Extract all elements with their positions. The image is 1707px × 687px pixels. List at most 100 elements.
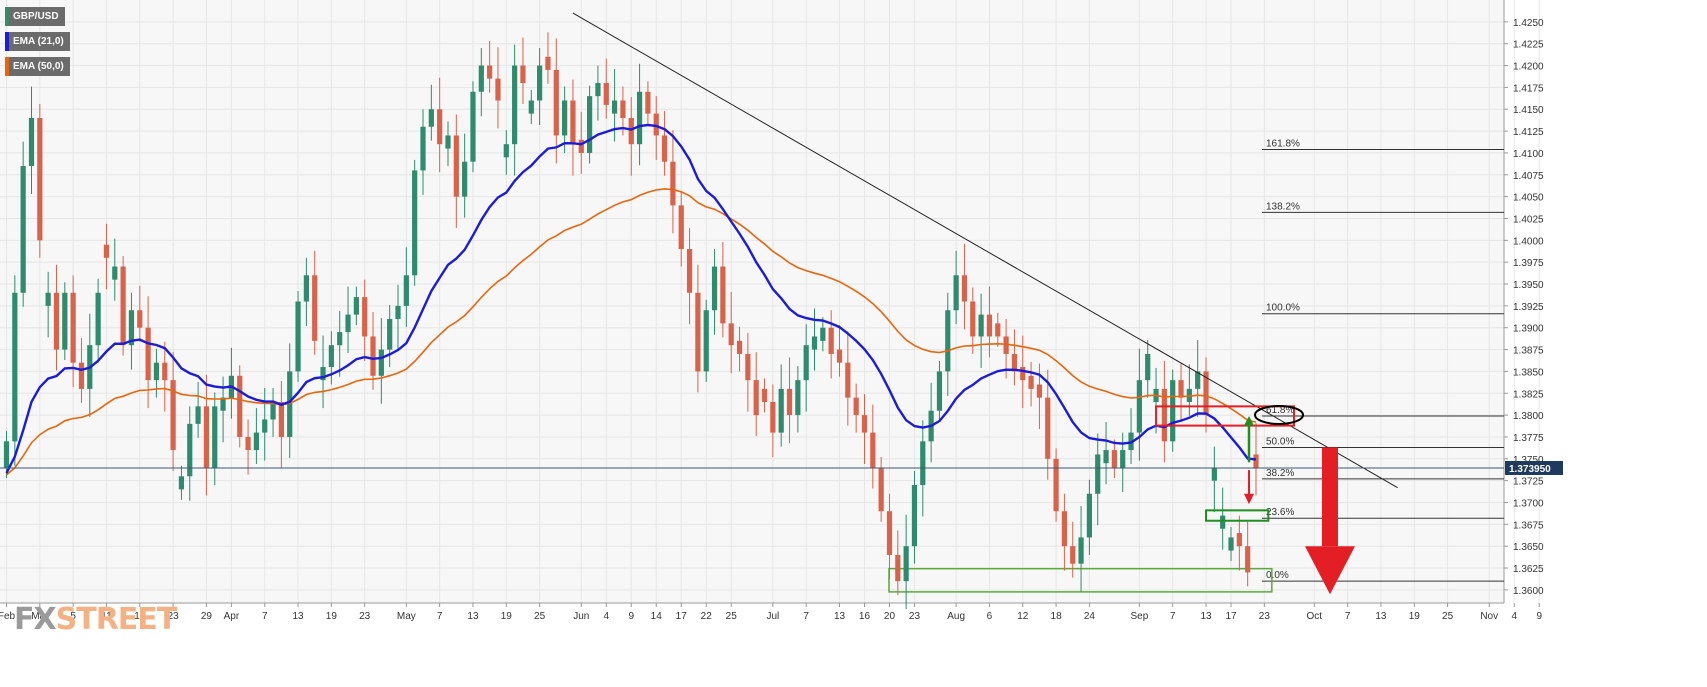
logo-street: STREET bbox=[55, 602, 178, 637]
candle-body bbox=[761, 388, 768, 402]
candle-body bbox=[528, 100, 534, 114]
x-tick-label: 17 bbox=[134, 611, 146, 622]
x-tick-label: Feb bbox=[0, 611, 16, 622]
candle-body bbox=[686, 249, 693, 293]
candle-body bbox=[1236, 533, 1242, 547]
x-tick-label: 7 bbox=[262, 611, 268, 622]
candle-body bbox=[1111, 450, 1117, 468]
x-tick-label: 7 bbox=[1170, 611, 1176, 622]
x-tick-label: 25 bbox=[726, 611, 738, 622]
x-tick-label: Aug bbox=[947, 611, 965, 622]
logo-fx: FX bbox=[14, 602, 57, 637]
candle-body bbox=[1145, 353, 1151, 381]
x-tick-label: 16 bbox=[859, 611, 871, 622]
x-tick-label: 14 bbox=[651, 611, 663, 622]
candle-body bbox=[953, 275, 959, 311]
y-tick-label: 1.3750 bbox=[1513, 455, 1544, 466]
candle-body bbox=[853, 397, 859, 416]
candle-body bbox=[1078, 537, 1084, 564]
candle-body bbox=[62, 292, 68, 350]
candle-body bbox=[103, 244, 110, 258]
candle-body bbox=[803, 345, 809, 381]
x-tick-label: 22 bbox=[701, 611, 713, 622]
candle-body bbox=[170, 380, 176, 451]
x-tick-label: 23 bbox=[168, 611, 180, 622]
current-price-tag bbox=[1505, 460, 1563, 475]
x-tick-label: 6 bbox=[987, 611, 993, 622]
x-tick-label: 7 bbox=[437, 611, 443, 622]
candle-body bbox=[903, 546, 909, 582]
candle-body bbox=[120, 266, 126, 346]
candle-body bbox=[911, 485, 918, 547]
legend-ema50[interactable]: EMA (50,0) bbox=[5, 57, 70, 76]
candle-body bbox=[711, 266, 718, 311]
candle-body bbox=[1045, 397, 1051, 459]
x-tick-label: 19 bbox=[1409, 611, 1421, 622]
y-tick-label: 1.3900 bbox=[1513, 324, 1544, 335]
candle-body bbox=[328, 345, 334, 368]
candle-body bbox=[562, 100, 568, 136]
y-tick-label: 1.4000 bbox=[1513, 236, 1544, 247]
x-tick-label: 4 bbox=[603, 611, 609, 622]
candle-body bbox=[553, 69, 559, 136]
x-tick-label: 23 bbox=[909, 611, 921, 622]
legend-ema21-label: EMA (21,0) bbox=[13, 36, 64, 47]
candle-body bbox=[503, 144, 509, 158]
candle-body bbox=[478, 65, 484, 92]
candle-body bbox=[1253, 454, 1259, 468]
candle-body bbox=[945, 310, 951, 372]
x-tick-label: Sep bbox=[1130, 611, 1148, 622]
candle-body bbox=[628, 117, 634, 145]
candle-body bbox=[187, 423, 193, 477]
candle-body bbox=[53, 292, 60, 350]
x-tick-label: 20 bbox=[884, 611, 896, 622]
x-tick-label: 9 bbox=[1536, 611, 1542, 622]
candle-body bbox=[203, 406, 210, 468]
candle-body bbox=[1095, 454, 1101, 494]
x-tick-label: 19 bbox=[501, 611, 513, 622]
x-tick-label: 23 bbox=[1259, 611, 1271, 622]
candle-body bbox=[387, 318, 393, 350]
candle-body bbox=[545, 56, 551, 70]
legend-symbol[interactable]: GBP/USD bbox=[5, 7, 65, 26]
candle-body bbox=[770, 402, 776, 433]
candle-body bbox=[678, 205, 684, 250]
y-tick-label: 1.3675 bbox=[1513, 520, 1544, 531]
candle-body bbox=[720, 266, 726, 324]
candle-body bbox=[970, 301, 976, 337]
candle-body bbox=[237, 375, 243, 437]
big-red-arrow-shaft bbox=[1322, 447, 1338, 547]
candle-body bbox=[362, 297, 368, 337]
candle-body bbox=[1028, 375, 1034, 389]
legend-ema21[interactable]: EMA (21,0) bbox=[5, 32, 70, 51]
legend-ema50-label: EMA (50,0) bbox=[13, 61, 64, 72]
candle-body bbox=[1220, 515, 1226, 529]
y-tick-label: 1.3625 bbox=[1513, 564, 1544, 575]
candle-body bbox=[128, 310, 135, 346]
candle-body bbox=[337, 332, 343, 346]
y-tick-label: 1.4075 bbox=[1513, 171, 1544, 182]
candle-body bbox=[303, 275, 309, 302]
candle-body bbox=[736, 340, 743, 354]
candle-body bbox=[212, 406, 218, 468]
x-tick-label: 23 bbox=[359, 611, 371, 622]
candle-body bbox=[1170, 380, 1176, 442]
x-tick-label: 17 bbox=[676, 611, 688, 622]
candle-body bbox=[37, 117, 43, 241]
candle-body bbox=[378, 349, 384, 376]
y-tick-label: 1.4225 bbox=[1513, 40, 1544, 51]
candle-body bbox=[453, 135, 459, 197]
candle-body bbox=[220, 397, 226, 411]
candle-body bbox=[587, 96, 593, 153]
candle-body bbox=[728, 323, 734, 346]
x-tick-label: 13 bbox=[1200, 611, 1212, 622]
y-tick-label: 1.4125 bbox=[1513, 127, 1544, 138]
candle-body bbox=[70, 292, 76, 363]
candle-body bbox=[1136, 380, 1142, 433]
x-tick-label: 13 bbox=[1375, 611, 1387, 622]
x-tick-label: 19 bbox=[326, 611, 338, 622]
y-tick-label: 1.4050 bbox=[1513, 193, 1544, 204]
x-tick-label: 13 bbox=[834, 611, 846, 622]
candle-body bbox=[1003, 336, 1009, 354]
candle-body bbox=[1053, 458, 1059, 512]
